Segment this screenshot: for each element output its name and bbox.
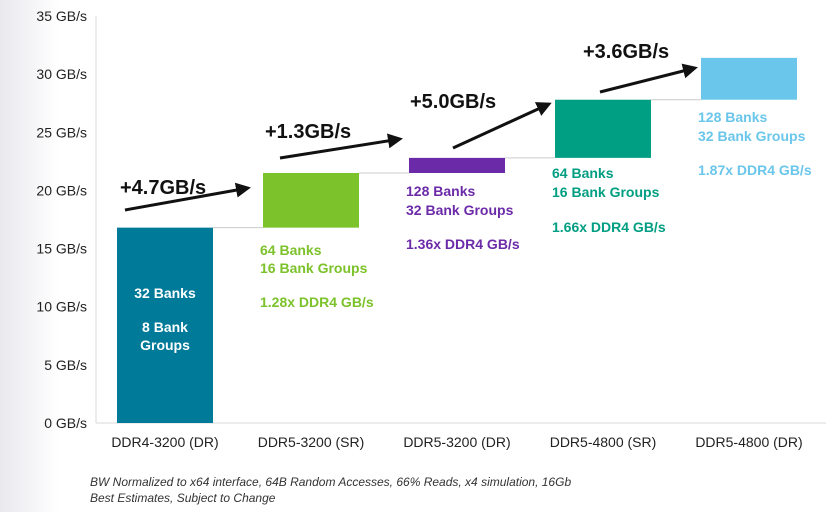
bar-5-label: 128 Banks <box>698 109 767 125</box>
bar-2-label: 16 Bank Groups <box>260 260 368 276</box>
bar-3-label: 32 Bank Groups <box>406 202 514 218</box>
x-tick-label: DDR4-3200 (DR) <box>111 434 218 450</box>
bar-1 <box>117 227 213 423</box>
increment-arrow <box>452 102 552 150</box>
bandwidth-waterfall-chart: 0 GB/s 5 GB/s 10 GB/s 15 GB/s 20 GB/s 25 GB/s… <box>36 8 826 450</box>
increment-label: +4.7GB/s <box>120 177 206 199</box>
bar-1-label: 32 Banks <box>134 285 196 301</box>
y-tick-label: 5 GB/s <box>44 357 87 373</box>
footnote-disclaimer: Best Estimates, Subject to Change <box>90 491 276 505</box>
bar-5 <box>701 57 797 100</box>
y-tick-label: 35 GB/s <box>36 8 87 24</box>
bar-2 <box>263 172 359 228</box>
bar-1-label: Groups <box>140 337 190 353</box>
x-tick-label: DDR5-4800 (DR) <box>695 434 802 450</box>
y-tick-label: 15 GB/s <box>36 241 87 257</box>
bar-4-label: 64 Banks <box>552 165 614 181</box>
increment-arrow <box>599 63 698 94</box>
y-tick-label: 30 GB/s <box>36 66 87 82</box>
bar-3-label: 128 Banks <box>406 183 475 199</box>
x-tick-label: DDR5-3200 (DR) <box>403 434 510 450</box>
bar-2-label: 64 Banks <box>260 242 322 258</box>
increment-label: +3.6GB/s <box>583 41 669 63</box>
bar-4-label: 1.66x DDR4 GB/s <box>552 219 666 235</box>
y-tick-label: 25 GB/s <box>36 124 87 140</box>
bar-3 <box>409 157 505 173</box>
increment-arrow <box>279 133 403 160</box>
background-decoration <box>0 0 60 512</box>
increment-arrow <box>124 182 251 212</box>
bar-5-label: 32 Bank Groups <box>698 128 806 144</box>
bar-3-label: 1.36x DDR4 GB/s <box>406 236 520 252</box>
increment-label: +1.3GB/s <box>265 121 351 143</box>
x-tick-label: DDR5-3200 (SR) <box>258 434 365 450</box>
footnote-methodology: BW Normalized to x64 interface, 64B Rand… <box>90 475 572 489</box>
bar-4-label: 16 Bank Groups <box>552 184 660 200</box>
bar-2-label: 1.28x DDR4 GB/s <box>260 294 374 310</box>
y-tick-label: 10 GB/s <box>36 299 87 315</box>
bar-4 <box>555 99 651 158</box>
x-tick-label: DDR5-4800 (SR) <box>550 434 657 450</box>
bar-5-label: 1.87x DDR4 GB/s <box>698 162 812 178</box>
y-tick-label: 20 GB/s <box>36 182 87 198</box>
bar-1-label: 8 Bank <box>142 319 188 335</box>
y-tick-label: 0 GB/s <box>44 415 87 431</box>
increment-label: +5.0GB/s <box>410 91 496 113</box>
